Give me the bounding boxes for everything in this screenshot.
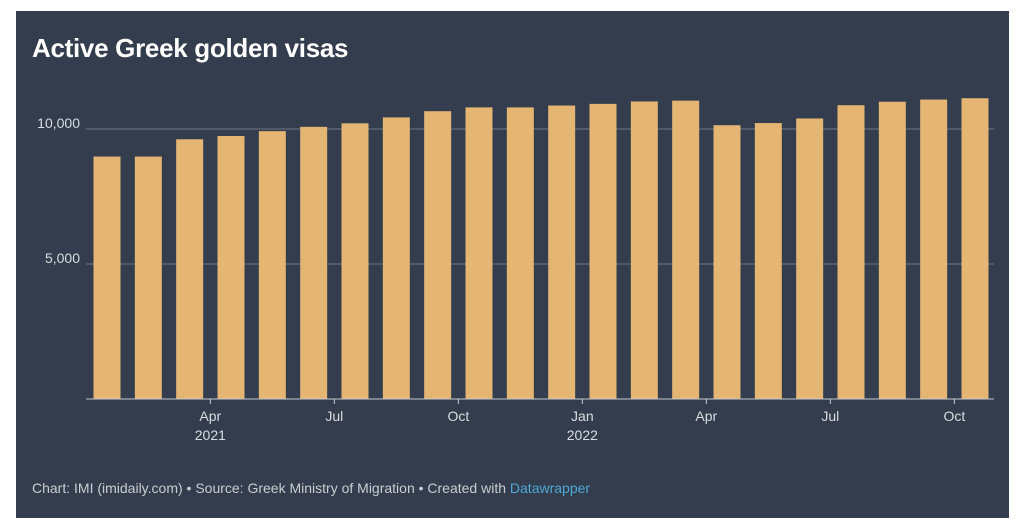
bar-2022-11[interactable] <box>961 98 989 399</box>
bar-2022-06[interactable] <box>754 123 782 399</box>
x-tick-label: Jul <box>325 408 343 424</box>
bar-2021-02[interactable] <box>93 156 121 399</box>
bar-2022-05[interactable] <box>713 125 741 399</box>
x-tick-year-label: 2021 <box>195 427 226 443</box>
y-tick-label: 10,000 <box>37 115 80 131</box>
bar-2022-02[interactable] <box>589 103 617 399</box>
chart-card: Active Greek golden visas 5,000 10,000 Ap… <box>16 11 1009 518</box>
bar-layer <box>93 98 989 400</box>
x-tick-label: Jan <box>571 408 594 424</box>
x-tick-year-label: 2022 <box>567 427 598 443</box>
bar-2021-04[interactable] <box>176 139 204 399</box>
bar-2022-04[interactable] <box>672 100 700 400</box>
bar-2021-03[interactable] <box>134 156 162 399</box>
datawrapper-link[interactable]: Datawrapper <box>509 480 591 496</box>
x-tick-label: Oct <box>943 408 965 424</box>
chart-title: Active Greek golden visas <box>32 33 349 63</box>
bar-2022-08[interactable] <box>837 105 865 400</box>
bar-2022-03[interactable] <box>630 101 658 400</box>
bar-2021-10[interactable] <box>424 111 452 400</box>
chart-footer: Chart: IMI (imidaily.com) • Source: Gree… <box>32 480 590 496</box>
bar-2022-01[interactable] <box>548 105 576 399</box>
x-tick-label: Jul <box>821 408 839 424</box>
bar-2021-06[interactable] <box>258 131 286 399</box>
source-credit: Chart: IMI (imidaily.com) • Source: Gree… <box>32 480 510 496</box>
bar-2022-10[interactable] <box>920 99 948 399</box>
x-tick-label: Apr <box>199 408 221 424</box>
bar-2021-12[interactable] <box>506 107 534 400</box>
bar-2021-07[interactable] <box>300 126 328 399</box>
x-tick-label: Oct <box>447 408 469 424</box>
bar-2022-07[interactable] <box>796 118 824 399</box>
bar-2022-09[interactable] <box>878 101 906 399</box>
y-tick-label: 5,000 <box>45 250 80 266</box>
bar-2021-09[interactable] <box>382 117 410 399</box>
bar-chart: 5,000 10,000 Apr 2021 Jul Oct Jan 2022 Apr Jul Oc… <box>37 98 994 443</box>
tick-layer: Apr 2021 Jul Oct Jan 2022 Apr Jul Oct <box>195 399 965 443</box>
bar-2021-05[interactable] <box>217 136 245 399</box>
bar-2021-11[interactable] <box>465 107 493 400</box>
bar-2021-08[interactable] <box>341 123 369 399</box>
x-tick-label: Apr <box>695 408 717 424</box>
